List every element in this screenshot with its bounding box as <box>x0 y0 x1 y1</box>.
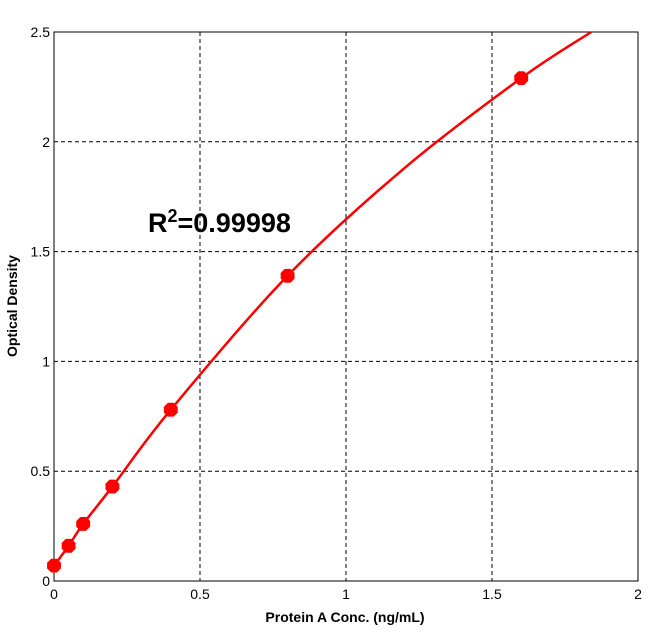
y-tick-label: 2.5 <box>31 24 51 40</box>
y-tick-label: 2 <box>42 134 50 150</box>
plot-frame <box>53 31 639 582</box>
data-point <box>514 71 529 86</box>
data-point <box>47 558 61 573</box>
r-squared-base: R <box>148 208 168 238</box>
x-tick-label: 0.5 <box>190 586 210 602</box>
x-tick-label: 1 <box>342 586 350 602</box>
data-point <box>105 479 120 494</box>
y-tick-label: 0 <box>42 573 50 589</box>
x-tick-label: 2 <box>634 586 642 602</box>
data-point <box>163 402 178 417</box>
r-squared-annotation: R2=0.99998 <box>148 206 291 238</box>
y-tick-label: 0.5 <box>31 463 51 479</box>
data-points <box>47 71 529 573</box>
data-point <box>76 516 91 531</box>
y-axis-label: Optical Density <box>4 255 20 357</box>
data-point <box>61 538 76 553</box>
y-tick-label: 1.5 <box>31 244 51 260</box>
x-tick-label: 0 <box>50 586 58 602</box>
y-tick-label: 1 <box>42 353 50 369</box>
r-squared-superscript: 2 <box>168 206 178 226</box>
x-axis-label: Protein A Conc. (ng/mL) <box>265 609 424 625</box>
r-squared-value: =0.99998 <box>178 208 291 238</box>
fit-curve <box>52 30 592 567</box>
x-tick-label: 1.5 <box>482 586 502 602</box>
data-point <box>280 268 295 283</box>
grid <box>54 32 638 581</box>
fit-curve-layer <box>52 30 592 567</box>
axis-ticks: 0 0.5 1 1.5 2 0 0.5 1 1.5 2 2.5 <box>31 24 643 602</box>
